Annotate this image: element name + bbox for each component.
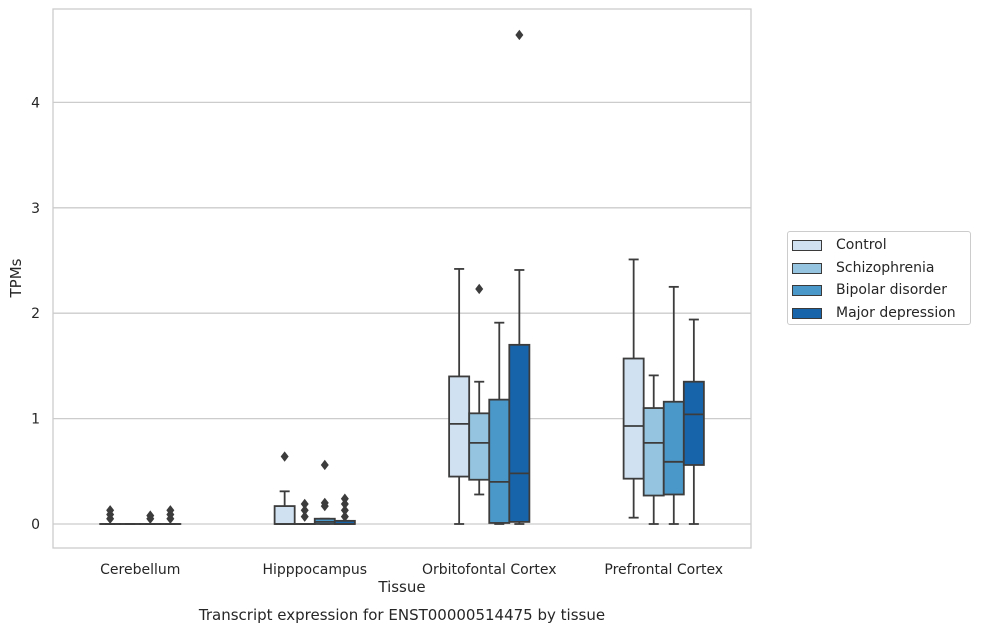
box-orbitofontal-cortex-control <box>448 375 471 478</box>
box-orbitofontal-cortex-schizophrenia <box>468 412 491 481</box>
box-hipppocampus-major-depression-outlier <box>340 493 349 504</box>
box-hipppocampus-bipolar-disorder-outlier <box>320 497 329 509</box>
legend-swatch-major-depression <box>792 307 822 319</box>
box-hipppocampus-control-outlier <box>280 451 289 462</box>
legend-swatch-bipolar-disorder <box>792 284 822 296</box>
y-tick-label: 3 <box>31 201 40 217</box>
box-hipppocampus-control <box>273 505 296 525</box>
x-axis-label: Tissue <box>378 578 426 596</box>
box-prefrontal-cortex-bipolar-disorder <box>662 400 685 496</box>
box-prefrontal-cortex-major-depression <box>682 380 705 466</box>
y-axis-label: TPMs <box>7 258 25 298</box>
legend-item-schizophrenia: Schizophrenia <box>792 258 934 278</box>
x-tick-label-prefrontal-cortex: Prefrontal Cortex <box>604 562 723 578</box>
y-tick-label: 4 <box>31 95 40 111</box>
box-orbitofontal-cortex-schizophrenia-outlier <box>475 283 484 295</box>
box-hipppocampus-bipolar-disorder-outlier <box>320 459 329 471</box>
legend-swatch-schizophrenia <box>792 262 822 274</box>
box-cerebellum-control-outlier <box>106 505 115 516</box>
box-orbitofontal-cortex-major-depression <box>508 343 531 523</box>
box-prefrontal-cortex-schizophrenia <box>642 407 665 497</box>
box-cerebellum-bipolar-disorder-outlier <box>146 510 155 521</box>
x-tick-label-hipppocampus: Hipppocampus <box>262 562 367 578</box>
legend-label-control: Control <box>836 237 887 253</box>
y-tick-label: 2 <box>31 306 40 322</box>
box-orbitofontal-cortex-major-depression-outlier <box>515 29 524 41</box>
y-tick-label: 0 <box>31 517 40 533</box>
box-hipppocampus-major-depression-outlier <box>340 511 349 522</box>
legend-label-bipolar-disorder: Bipolar disorder <box>836 282 948 298</box>
legend-item-bipolar-disorder: Bipolar disorder <box>792 280 947 300</box>
legend-item-major-depression: Major depression <box>792 303 956 323</box>
y-tick-label: 1 <box>31 412 40 428</box>
box-hipppocampus-major-depression-outlier <box>340 498 349 510</box>
plot-frame <box>52 8 752 549</box>
x-tick-label-orbitofontal-cortex: Orbitofontal Cortex <box>422 562 557 578</box>
x-tick-label-cerebellum: Cerebellum <box>100 562 180 578</box>
chart-legend: Control Schizophrenia Bipolar disorder M… <box>787 231 971 325</box>
legend-swatch-control <box>792 239 822 251</box>
box-prefrontal-cortex-control <box>622 357 645 480</box>
box-hipppocampus-major-depression-outlier <box>340 505 349 516</box>
legend-label-schizophrenia: Schizophrenia <box>836 260 935 276</box>
box-hipppocampus-schizophrenia-outlier <box>300 498 309 510</box>
legend-label-major-depression: Major depression <box>836 305 956 321</box>
box-cerebellum-major-depression-outlier <box>166 505 175 516</box>
box-orbitofontal-cortex-bipolar-disorder <box>488 398 511 524</box>
box-hipppocampus-schizophrenia-outlier <box>300 511 309 522</box>
legend-item-control: Control <box>792 235 887 255</box>
chart-title: Transcript expression for ENST0000051447… <box>198 606 606 624</box>
box-hipppocampus-schizophrenia-outlier <box>300 505 309 516</box>
